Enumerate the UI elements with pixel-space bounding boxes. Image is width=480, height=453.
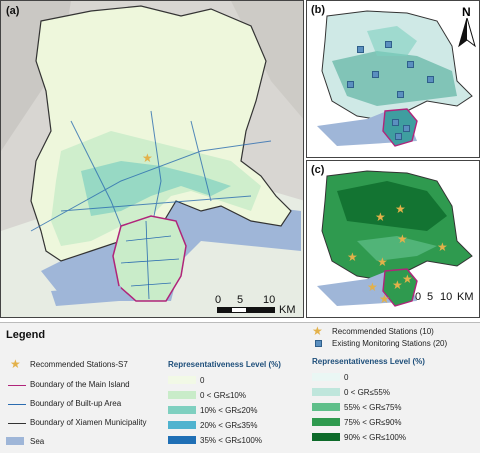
recommended-star-icon: ★ [392, 278, 403, 292]
legend-recommended-count: Recommended Stations (10) [332, 327, 434, 336]
level-c-label-0: 0 [344, 373, 349, 382]
scale-tick-10: 10 [263, 294, 276, 306]
panel-a-map: (a) ★ 0 5 10 KM [0, 0, 304, 318]
existing-station-icon [385, 41, 392, 48]
scale-bar-graphic [217, 307, 275, 313]
level-c-swatch-0 [312, 373, 340, 381]
level-c-label-4: 90% < GR≤100% [344, 433, 406, 442]
scale-tick-10: 10 [440, 291, 453, 303]
level-a-swatch-3 [168, 421, 196, 429]
sea-swatch [6, 437, 24, 445]
level-a-swatch-0 [168, 376, 196, 384]
builtup-line-icon [8, 404, 26, 405]
level-a-swatch-1 [168, 391, 196, 399]
scale-bar-a: 0 5 10 KM [213, 294, 303, 317]
recommended-star-icon: ★ [375, 210, 386, 224]
panel-c-label: (c) [311, 164, 325, 176]
scale-tick-5: 5 [237, 294, 244, 306]
main-island-line-icon [8, 385, 26, 386]
recommended-star-icon: ★ [395, 202, 406, 216]
level-c-label-2: 55% < GR≤75% [344, 403, 402, 412]
recommended-star-icon: ★ [142, 151, 153, 165]
recommended-star-icon: ★ [347, 250, 358, 264]
legend-sea: Sea [30, 437, 45, 446]
existing-station-icon [315, 340, 322, 347]
recommended-star-icon: ★ [397, 232, 408, 246]
level-a-label-0: 0 [200, 376, 205, 385]
scale-tick-0: 0 [415, 291, 422, 303]
scale-bar-c: 0 5 10 KM [415, 291, 479, 315]
existing-station-icon [372, 71, 379, 78]
level-a-swatch-4 [168, 436, 196, 444]
panel-a-label: (a) [6, 5, 20, 17]
panel-c-map: (c) ★ ★ ★ ★ ★ ★ ★ ★ ★ ★ 0 5 10 KM [306, 160, 480, 318]
level-a-label-4: 35% < GR≤100% [200, 436, 262, 445]
level-c-swatch-1 [312, 388, 340, 396]
north-letter: N [462, 5, 471, 19]
legend-main-island: Boundary of the Main Island [30, 380, 130, 389]
level-c-swatch-3 [312, 418, 340, 426]
existing-station-icon [397, 91, 404, 98]
legend-title: Legend [6, 329, 46, 341]
recommended-star-icon: ★ [377, 255, 388, 269]
scale-tick-5: 5 [427, 291, 434, 303]
north-arrow: N [457, 5, 477, 48]
existing-station-icon [395, 133, 402, 140]
existing-station-icon [403, 125, 410, 132]
level-c-swatch-4 [312, 433, 340, 441]
recommended-star-icon: ★ [402, 272, 413, 286]
legend-panel: Legend ★ Recommended Stations-S7 Boundar… [0, 322, 480, 453]
legend-existing-count: Existing Monitoring Stations (20) [332, 339, 448, 348]
legend-xiamen: Boundary of Xiamen Municipality [30, 418, 147, 427]
level-c-label-1: 0 < GR≤55% [344, 388, 390, 397]
scale-tick-0: 0 [215, 294, 222, 306]
level-a-label-2: 10% < GR≤20% [200, 406, 258, 415]
level-a-label-1: 0 < GR≤10% [200, 391, 246, 400]
panel-b-svg [317, 10, 473, 147]
recommended-star-icon: ★ [10, 357, 21, 371]
existing-station-icon [392, 119, 399, 126]
existing-station-icon [357, 46, 364, 53]
existing-station-icon [347, 81, 354, 88]
legend-builtup: Boundary of Built-up Area [30, 399, 122, 408]
panel-b-label: (b) [311, 4, 326, 16]
panel-b-map: (b) N [306, 0, 480, 158]
scale-unit: KM [457, 291, 474, 303]
legend-repr-title-a: Representativeness Level (%) [168, 360, 281, 369]
legend-repr-title-c: Representativeness Level (%) [312, 357, 425, 366]
recommended-star-icon: ★ [312, 324, 323, 338]
legend-recommended-s7: Recommended Stations-S7 [30, 360, 128, 369]
recommended-star-icon: ★ [437, 240, 448, 254]
xiamen-line-icon [8, 423, 26, 424]
scale-unit: KM [279, 304, 296, 316]
panel-a-svg [1, 1, 303, 317]
north-arrow-icon [458, 18, 476, 48]
level-a-swatch-2 [168, 406, 196, 414]
existing-station-icon [407, 61, 414, 68]
existing-station-icon [427, 76, 434, 83]
recommended-star-icon: ★ [379, 292, 390, 306]
level-a-label-3: 20% < GR≤35% [200, 421, 258, 430]
panel-c-svg [317, 170, 473, 307]
level-c-swatch-2 [312, 403, 340, 411]
recommended-star-icon: ★ [367, 280, 378, 294]
level-c-label-3: 75% < GR≤90% [344, 418, 402, 427]
